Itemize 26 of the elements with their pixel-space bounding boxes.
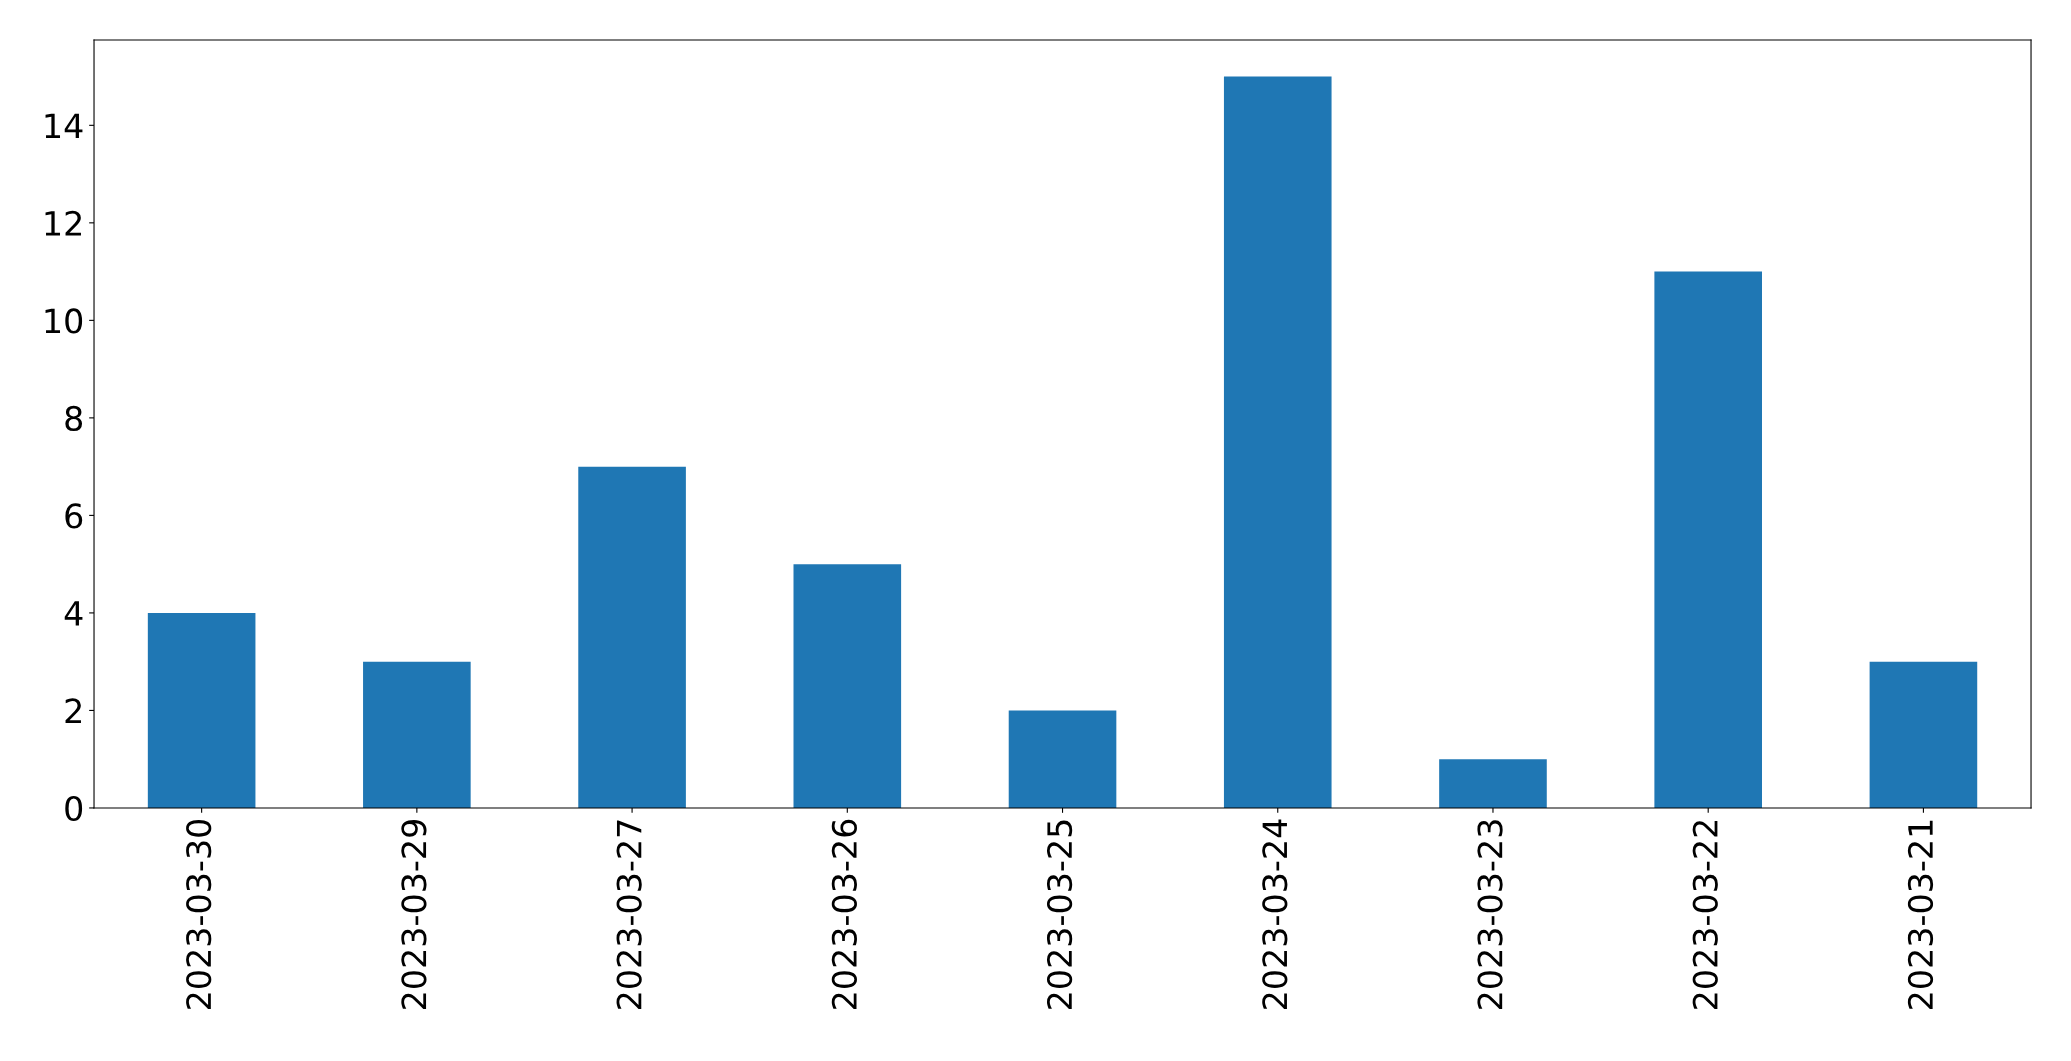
x-tick-label: 2023-03-30 [186,819,212,1009]
y-tick-label: 12 [45,210,81,236]
x-tick-label: 2023-03-22 [1692,821,1718,1009]
y-tick-label: 0 [65,795,83,822]
x-tick-label: 2023-03-24 [1262,819,1288,1009]
bar [1008,710,1117,808]
x-tick-label: 2023-03-21 [1907,820,1934,1009]
bar [578,466,686,808]
y-tick-label: 4 [64,601,83,626]
x-tick-label: 2023-03-29 [401,820,427,1009]
y-tick-label: 2 [65,698,81,724]
bar [147,612,256,808]
y-tick-label: 10 [45,308,83,334]
x-tick-label: 2023-03-26 [831,819,857,1009]
bar [1654,271,1762,808]
x-tick-label: 2023-03-23 [1477,820,1503,1009]
bar [1223,76,1332,808]
bar [1869,661,1978,808]
x-tick-label: 2023-03-25 [1046,820,1073,1009]
bar [363,661,471,808]
bar [793,564,902,808]
y-tick-label: 8 [65,405,83,432]
x-tick-label: 2023-03-27 [616,820,642,1009]
y-tick-label: 14 [45,113,83,138]
bar [1439,759,1547,808]
y-tick-label: 6 [65,503,83,529]
